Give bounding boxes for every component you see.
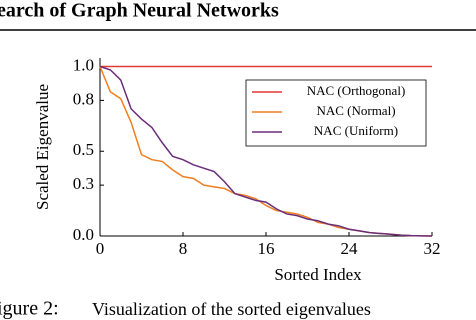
legend-label: NAC (Normal) bbox=[316, 103, 395, 118]
caption-text: Visualization of the sorted eigenvalues bbox=[92, 299, 371, 319]
series-line bbox=[99, 65, 433, 237]
header: earch of Graph Neural Networks bbox=[0, 0, 279, 22]
caption-label: igure 2: bbox=[0, 298, 59, 320]
y-tick-label: 0.3 bbox=[73, 174, 94, 193]
x-axis-label: Sorted Index bbox=[274, 265, 362, 284]
x-tick-label: 16 bbox=[258, 239, 275, 258]
legend-box bbox=[245, 79, 427, 147]
legend-label: NAC (Uniform) bbox=[314, 123, 398, 138]
x-tick-label: 24 bbox=[341, 239, 359, 258]
y-tick-label: 0.8 bbox=[73, 89, 94, 108]
x-tick-label: 0 bbox=[96, 239, 105, 258]
x-tick-label: 32 bbox=[424, 239, 441, 258]
legend-label: NAC (Orthogonal) bbox=[307, 83, 406, 98]
y-tick-label: 0.0 bbox=[73, 225, 94, 244]
y-tick-label: 1.0 bbox=[73, 55, 94, 74]
x-tick-label: 8 bbox=[179, 239, 188, 258]
y-tick-label: 0.5 bbox=[73, 140, 94, 159]
y-axis-label: Scaled Eigenvalue bbox=[33, 84, 52, 210]
